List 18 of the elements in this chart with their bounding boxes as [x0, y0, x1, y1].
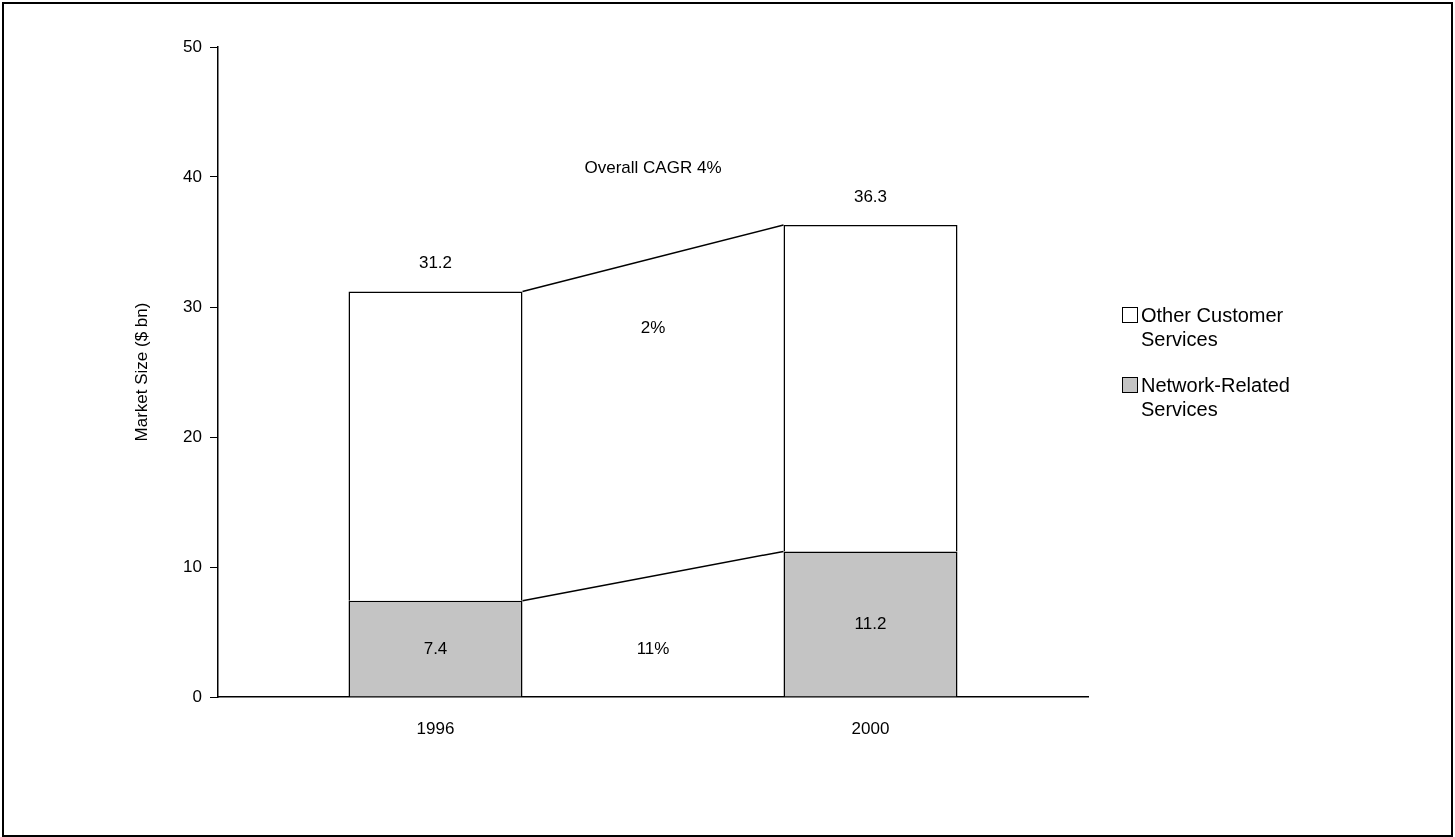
y-tick-label: 20 [183, 426, 202, 446]
y-tick-label: 40 [183, 166, 202, 186]
y-tick-label: 30 [183, 296, 202, 316]
y-tick-label: 10 [183, 556, 202, 576]
data-label: 7.4 [423, 638, 448, 658]
text: Other Customer Services [1141, 303, 1285, 351]
x-tick-label: 1996 [416, 718, 455, 738]
total-label: 36.3 [853, 186, 888, 206]
data-label: 11.2 [854, 613, 887, 633]
legend-label: Network-Related Services [1141, 373, 1291, 421]
y-tick-label: 0 [192, 686, 202, 706]
x-tick-label: 2000 [851, 718, 890, 738]
total-label: 31.2 [418, 253, 453, 273]
y-axis-title: Market Size ($ bn) [131, 302, 151, 442]
annotation: 11% [636, 638, 670, 658]
annotation: Overall CAGR 4% [584, 157, 722, 177]
y-tick-label: 50 [183, 36, 202, 56]
annotation: 2% [640, 318, 666, 338]
